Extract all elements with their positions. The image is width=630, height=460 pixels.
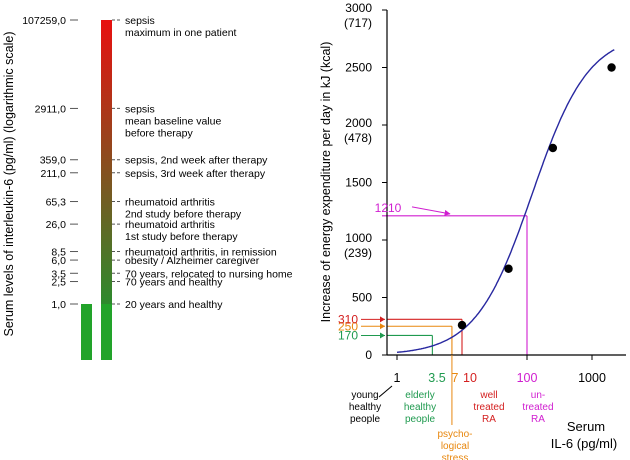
marker-y-label-3: 1210 [375,201,402,215]
level-description-7-0: obesity / Alzheimer caregiver [125,255,260,267]
marker-x-label-2: 10 [463,371,477,385]
marker-x-label-1: 7 [452,371,459,385]
young-group-label-2: people [350,414,380,425]
level-description-4-0: rheumatoid arthritis [125,197,215,209]
y-tick-label-6: 3000 [345,1,372,15]
marker-group-label-1-0: psycho- [437,429,472,440]
energy-expenditure-chart: Increase of energy expenditure per day i… [319,1,626,460]
y-tick-label-2: 1000 [345,231,372,245]
level-value-10: 1,0 [51,299,66,311]
y-tick-label-3: 1500 [345,176,372,190]
marker-y-label-2: 310 [338,312,358,326]
level-value-7: 6,0 [51,255,66,267]
level-description-2-0: sepsis, 2nd week after therapy [125,155,268,167]
marker-y-label-0: 170 [338,328,358,342]
level-value-6: 8,5 [51,247,66,259]
marker-y-arrowhead-0 [380,332,385,339]
level-value-0: 107259,0 [22,15,66,27]
level-value-5: 26,0 [46,219,67,231]
group-markers: younghealthypeople1703.5elderlyhealthype… [338,201,554,460]
green-bar-2 [101,304,112,360]
marker-group-label-2-1: treated [473,402,504,413]
left-y-axis-label: Serum levels of interleukin-6 (pg/ml) (l… [2,32,16,337]
right-y-axis-label: Increase of energy expenditure per day i… [319,42,333,323]
marker-group-label-0-1: healthy [404,402,436,413]
x-tick-label-1: 100 [517,371,538,385]
gradient-bar [101,20,112,304]
level-description-5-0: rheumatoid arthritis [125,219,215,231]
level-description-10-0: 20 years and healthy [125,299,223,311]
x-axis-ticks: 1 100 1000 [394,355,606,385]
young-group-label-1: healthy [349,402,381,413]
marker-group-label-2-0: well [479,390,497,401]
y-tick-sublabel-6: (717) [344,16,372,30]
marker-group-label-3-0: un- [531,390,545,401]
data-point-1 [504,264,513,273]
level-description-9-0: 70 years and healthy [125,277,223,289]
y-axis-ticks: 0 500 1000(239) 1500 2000(478) 2500 3000(717) [344,1,387,362]
level-value-4: 65,3 [46,197,67,209]
y-tick-label-4: 2000 [345,116,372,130]
level-description-0-1: maximum in one patient [125,27,237,39]
young-group-label-0: young [351,390,378,401]
level-value-2: 359,0 [40,155,66,167]
level-description-1-0: sepsis [125,103,155,115]
marker-x-label-0: 3.5 [428,371,445,385]
data-point-3 [607,63,616,72]
axes [386,10,626,356]
data-point-2 [548,143,558,153]
level-description-0-0: sepsis [125,15,155,27]
x-tick-label-2: 1000 [578,371,606,385]
x-axis-label-line1: Serum [567,419,605,434]
marker-group-label-0-0: elderly [405,390,434,401]
marker-group-label-2-2: RA [482,414,496,425]
level-description-8-0: 70 years, relocated to nursing home [125,268,293,280]
level-value-8: 3,5 [51,268,66,280]
x-axis-label-line2: IL-6 (pg/ml) [551,436,617,451]
level-value-3: 211,0 [41,168,67,180]
level-description-5-1: 1st study before therapy [125,231,238,243]
y-tick-label-0: 0 [365,348,372,362]
young-group-pointer [378,385,393,398]
marker-y-arrowhead-2 [380,316,385,323]
level-description-6-0: rheumatoid arthritis, in remission [125,247,277,259]
x-tick-label-0: 1 [394,371,401,385]
marker-group-label-0-2: people [405,414,435,425]
reference-lines [382,206,528,355]
marker-group-label-3-2: RA [531,414,545,425]
level-description-4-1: 2nd study before therapy [125,209,242,221]
level-description-3-0: sepsis, 3rd week after therapy [125,168,266,180]
level-description-1-2: before therapy [125,127,193,139]
marker-group-label-3-1: treated [522,402,553,413]
level-value-1: 2911,0 [35,103,66,115]
data-points [457,63,616,330]
marker-group-label-1-1: logical [441,441,469,452]
y-tick-sublabel-4: (478) [344,131,372,145]
data-point-0 [457,320,467,330]
y-tick-label-5: 2500 [345,61,372,75]
interleukin-level-chart: Serum levels of interleukin-6 (pg/ml) (l… [2,15,293,360]
marker-arrow-3 [411,206,451,216]
y-tick-sublabel-2: (239) [344,246,372,260]
marker-y-label-1: 250 [338,319,358,333]
marker-group-label-1-2: stress [442,453,469,460]
y-tick-label-1: 500 [352,291,372,305]
level-value-9: 2,5 [51,277,66,289]
left-bars [81,20,112,360]
level-description-1-1: mean baseline value [125,115,221,127]
marker-y-arrowhead-1 [380,323,385,330]
dose-response-curve [396,49,615,353]
green-bar-1 [81,304,92,360]
